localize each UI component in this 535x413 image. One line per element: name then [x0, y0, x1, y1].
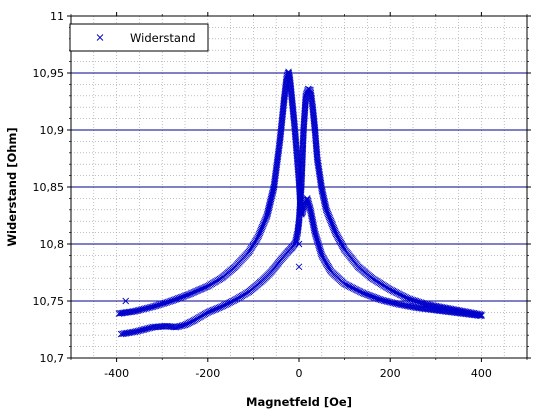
- data-point: [285, 71, 293, 78]
- legend-marker-icon: [96, 34, 104, 41]
- y-axis-label: Widerstand [Ohm]: [5, 127, 19, 246]
- data-point: [476, 311, 484, 318]
- data-points: [115, 68, 485, 338]
- x-tick-label: -200: [195, 367, 220, 380]
- x-axis-label: Magnetfeld [Oe]: [246, 395, 352, 409]
- x-tick-label: 200: [380, 367, 401, 380]
- data-point: [285, 68, 292, 76]
- y-tick-label: 10,75: [33, 295, 65, 308]
- x-tick-label: 0: [296, 367, 303, 380]
- legend: Widerstand: [69, 23, 209, 52]
- y-tick-label: 10,7: [40, 352, 65, 365]
- x-tick-label: -400: [104, 367, 129, 380]
- legend-entry-label: Widerstand: [130, 31, 196, 45]
- data-point: [295, 240, 303, 248]
- data-point: [295, 263, 303, 271]
- x-tick-label: 400: [471, 367, 492, 380]
- legend-marker-cross: [96, 34, 104, 41]
- y-tick-label: 10,8: [40, 238, 65, 251]
- y-tick-label: 11: [50, 10, 64, 23]
- data-point: [122, 297, 130, 305]
- y-tick-label: 10,95: [33, 67, 65, 80]
- data-point: [478, 311, 485, 318]
- legend-box: [69, 23, 209, 52]
- y-tick-label: 10,9: [40, 124, 65, 137]
- data-point: [285, 69, 293, 77]
- axis-ticks: 10,7 10,75 10,8 10,85 10,9 10,95 11 -400 -200 0 20…: [33, 10, 531, 380]
- y-tick-label: 10,85: [33, 181, 65, 194]
